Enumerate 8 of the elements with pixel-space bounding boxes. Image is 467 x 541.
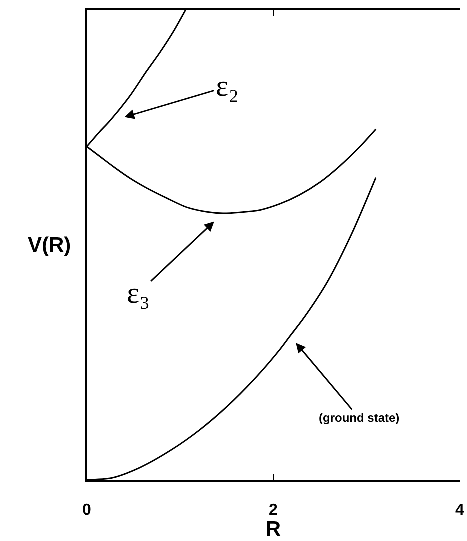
x-tick-label: 4 bbox=[456, 502, 465, 519]
annotation: ε₂ bbox=[216, 70, 240, 103]
x-tick-label: 2 bbox=[269, 502, 278, 519]
x-tick-label: 0 bbox=[82, 502, 92, 519]
x-axis-title: R bbox=[266, 518, 282, 541]
annotation: ε₃ bbox=[127, 277, 150, 310]
annotation: (ground state) bbox=[319, 411, 400, 425]
y-axis-title: V(R) bbox=[28, 234, 72, 257]
